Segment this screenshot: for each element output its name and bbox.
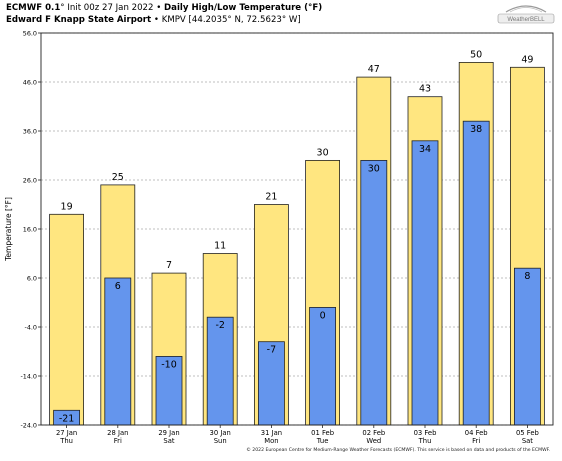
logo-text: WeatherBELL [507,17,545,23]
low-bar [411,140,439,426]
low-bar [155,355,183,426]
x-tick-day: Sun [214,437,227,445]
degree-sign: ° [60,3,65,13]
chart-title-line2: Edward F Knapp State Airport • KMPV [44.… [6,15,301,25]
axes: 56.0 46.0 36.0 26.0 16.0 6.0 -4.0 -14.0 -24.0 27 … [20,30,554,445]
x-tick-day: Sat [163,437,174,445]
title-separator: • [153,3,165,13]
y-tick-label: -24.0 [20,422,37,430]
high-value-label: 49 [521,54,533,65]
low-bar [206,316,234,426]
high-value-label: 25 [112,172,124,183]
y-axis-label: Temperature [°F] [4,197,13,262]
x-tick-date: 27 Jan [56,429,77,437]
x-tick-day: Mon [264,437,278,445]
x-tick-day: Sat [522,437,533,445]
x-tick-day: Thu [418,437,432,445]
x-tick-date: 03 Feb [414,429,437,437]
y-tick-label: -4.0 [25,324,37,332]
y-tick-label: 16.0 [23,226,37,234]
low-value-label: -2 [215,320,224,331]
high-value-label: 19 [61,201,73,212]
x-tick-date: 31 Jan [261,429,282,437]
x-tick-date: 28 Jan [107,429,128,437]
low-bar [104,277,132,426]
product-name: Daily High/Low Temperature (°F) [164,3,323,13]
x-tick-day: Tue [316,437,329,445]
station-info: KMPV [44.2035° N, 72.5623° W] [161,15,301,25]
y-tick-label: 46.0 [23,79,37,87]
station-separator: • [151,15,162,25]
low-bar [309,306,337,426]
station-name: Edward F Knapp State Airport [6,15,152,25]
low-value-label: -7 [267,345,276,356]
low-value-label: 0 [320,310,326,321]
y-tick-label: 36.0 [23,128,37,136]
y-tick-label: 56.0 [23,30,37,38]
low-value-label: 34 [419,144,431,155]
high-value-label: 21 [265,192,277,203]
x-tick-date: 05 Feb [516,429,539,437]
x-tick-date: 29 Jan [158,429,179,437]
y-tick-label: -14.0 [20,373,37,381]
high-value-label: 47 [368,64,380,75]
bars [49,62,545,426]
x-tick-day: Fri [472,437,480,445]
low-value-label: 38 [470,124,482,135]
high-value-label: 11 [214,241,226,252]
low-value-label: -10 [161,359,177,370]
init-time: Init 00z 27 Jan 2022 [64,3,154,13]
plot-frame [40,32,554,426]
high-value-label: 30 [317,147,329,158]
low-value-label: 8 [524,271,530,282]
x-tick-date: 02 Feb [362,429,385,437]
y-tick-label: 26.0 [23,177,37,185]
x-tick-day: Thu [59,437,73,445]
x-tick-day: Fri [114,437,122,445]
low-value-label: 6 [115,281,121,292]
x-tick-date: 01 Feb [311,429,334,437]
low-bar [462,120,490,426]
high-value-label: 43 [419,84,431,95]
data-labels: 19 -21 25 6 7 -10 11 -2 21 -7 30 0 47 30 43 34 50 38 49 8 [59,49,534,424]
model-name: ECMWF 0.1 [6,3,61,13]
x-tick-date: 30 Jan [210,429,231,437]
y-tick-label: 6.0 [27,275,37,283]
high-bar [49,213,84,426]
high-value-label: 50 [470,49,482,60]
low-value-label: 30 [368,163,380,174]
low-bar [514,267,541,426]
copyright-footer: © 2022 European Centre for Medium-Range … [246,448,550,453]
x-tick-day: Wed [366,437,381,445]
low-bar [360,159,388,426]
high-value-label: 7 [166,260,172,271]
x-tick-date: 04 Feb [465,429,488,437]
low-value-label: -21 [59,413,75,424]
weatherbell-logo: WeatherBELL [497,5,555,24]
chart-title-line1: ECMWF 0.1° Init 00z 27 Jan 2022 • Daily … [6,3,322,13]
low-bar [257,341,285,426]
